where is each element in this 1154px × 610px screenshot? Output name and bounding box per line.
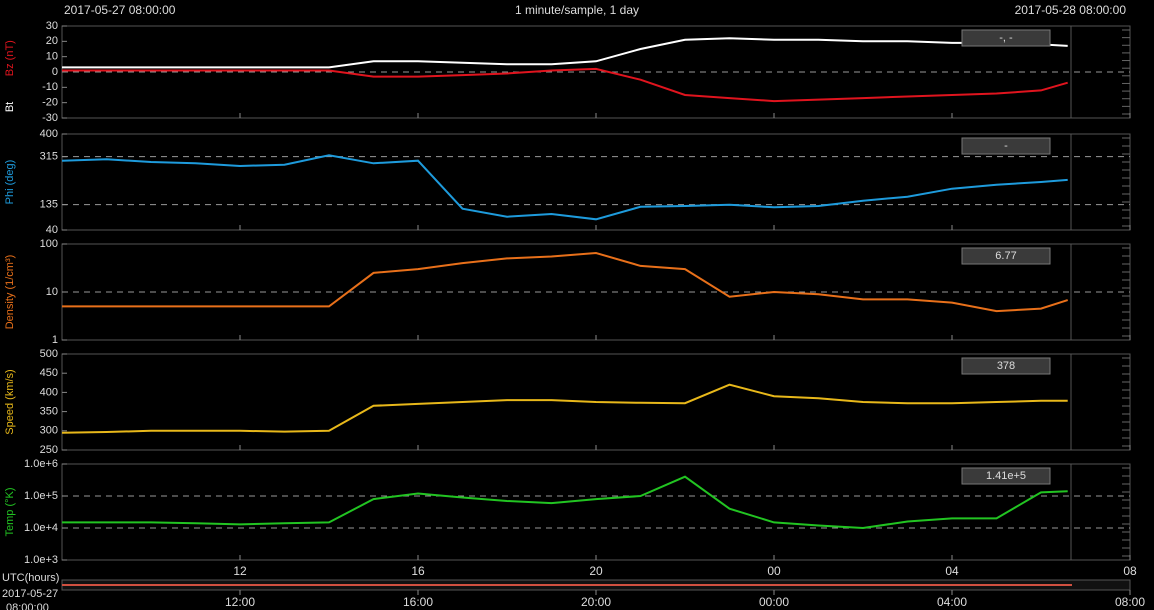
series-label: Bz (nT) [4,40,16,76]
readout-box [961,29,1051,47]
readout-box [961,247,1051,265]
end-time: 2017-05-28 08:00:00 [1015,3,1127,17]
y-tick-label: 10 [46,51,58,63]
timeline-date: 2017-05-27 [2,588,58,600]
utc-label: UTC(hours) [2,572,59,584]
y-tick-label: 10 [46,286,58,298]
readout: 1.41e+5 [986,470,1026,482]
series-line [62,37,1068,69]
y-tick-label: 315 [40,151,58,163]
y-tick-label: 135 [40,199,58,211]
timeline-time: 08:00:00 [6,602,49,610]
readout: -, - [999,32,1013,44]
y-tick-label: 1.0e+5 [24,490,58,502]
y-tick-label: 1.0e+3 [24,554,58,566]
timeline-label: 16:00 [403,595,433,609]
x-tick-label: 08 [1123,564,1137,578]
panel [61,133,1131,231]
y-tick-label: 40 [46,224,58,236]
readout-box [961,467,1051,485]
series-line [62,475,1068,530]
y-tick-label: 20 [46,35,58,47]
readout-box [961,357,1051,375]
y-tick-label: 1.0e+6 [24,458,58,470]
y-tick-label: -10 [42,81,58,93]
panel [61,463,1131,561]
x-tick-label: 20 [589,564,603,578]
y-tick-label: 400 [40,128,58,140]
readout: 378 [997,360,1015,372]
series-line [62,251,1069,313]
y-tick-label: 1.0e+4 [24,522,58,534]
series-label: Temp (°K) [4,487,16,536]
y-tick-label: 300 [40,425,58,437]
series-label: Phi (deg) [4,160,16,205]
readout-box [961,137,1051,155]
y-tick-label: 1 [52,334,58,346]
series-label: Bt [4,102,16,112]
x-tick-label: 16 [411,564,425,578]
y-tick-label: 350 [40,406,58,418]
y-tick-label: -20 [42,97,58,109]
y-tick-label: 400 [40,386,58,398]
series-label: Speed (km/s) [4,369,16,434]
y-tick-label: 250 [40,444,58,456]
timeline-label: 12:00 [225,595,255,609]
x-tick-label: 12 [233,564,247,578]
title: 1 minute/sample, 1 day [515,3,639,17]
timeline-label: 04:00 [937,595,967,609]
timeline-label: 08:00 [1115,595,1145,609]
readout: 6.77 [995,250,1016,262]
y-tick-label: 500 [40,348,58,360]
start-time: 2017-05-27 08:00:00 [64,3,176,17]
series-line [61,154,1068,221]
y-tick-label: 100 [40,238,58,250]
series-line [62,67,1068,103]
timeline-label: 00:00 [759,595,789,609]
series-label: Density (1/cm³) [4,255,16,330]
y-tick-label: 450 [40,367,58,379]
y-tick-label: -30 [42,112,58,124]
series-line [61,383,1068,434]
x-tick-label: 00 [767,564,781,578]
y-tick-label: 0 [52,66,58,78]
y-tick-label: 30 [46,20,58,32]
readout: - [1004,140,1008,152]
x-tick-label: 04 [945,564,959,578]
timeline-label: 20:00 [581,595,611,609]
